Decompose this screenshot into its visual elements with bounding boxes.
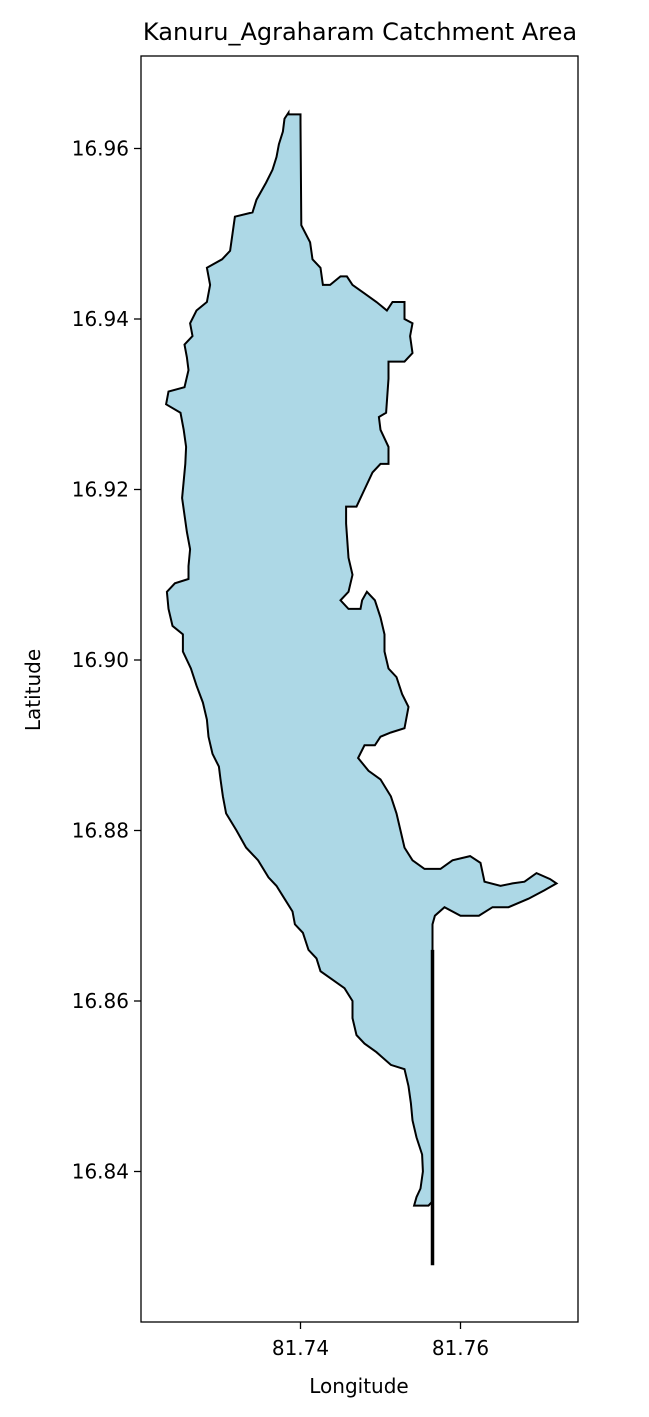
y-tick-label: 16.86 [72, 989, 129, 1013]
y-tick-label: 16.94 [72, 307, 129, 331]
catchment-polygon [164, 109, 559, 1207]
x-axis: 81.74 81.76 [272, 1322, 489, 1360]
plot-frame [140, 55, 579, 1323]
y-tick-label: 16.84 [72, 1160, 129, 1184]
y-tick-label: 16.96 [72, 137, 129, 161]
y-axis-title: Latitude [21, 649, 45, 731]
plot-area [140, 55, 579, 1323]
x-tick-label: 81.76 [432, 1336, 489, 1360]
x-axis-title: Longitude [309, 1374, 408, 1398]
y-tick-label: 16.92 [72, 478, 129, 502]
y-tick-label: 16.90 [72, 648, 129, 672]
y-tick-label: 16.88 [72, 819, 129, 843]
x-tick-label: 81.74 [272, 1336, 329, 1360]
map-title: Kanuru_Agraharam Catchment Area [143, 18, 577, 46]
y-axis: 16.96 16.94 16.92 16.90 16.88 16.86 16.84 [72, 137, 141, 1184]
